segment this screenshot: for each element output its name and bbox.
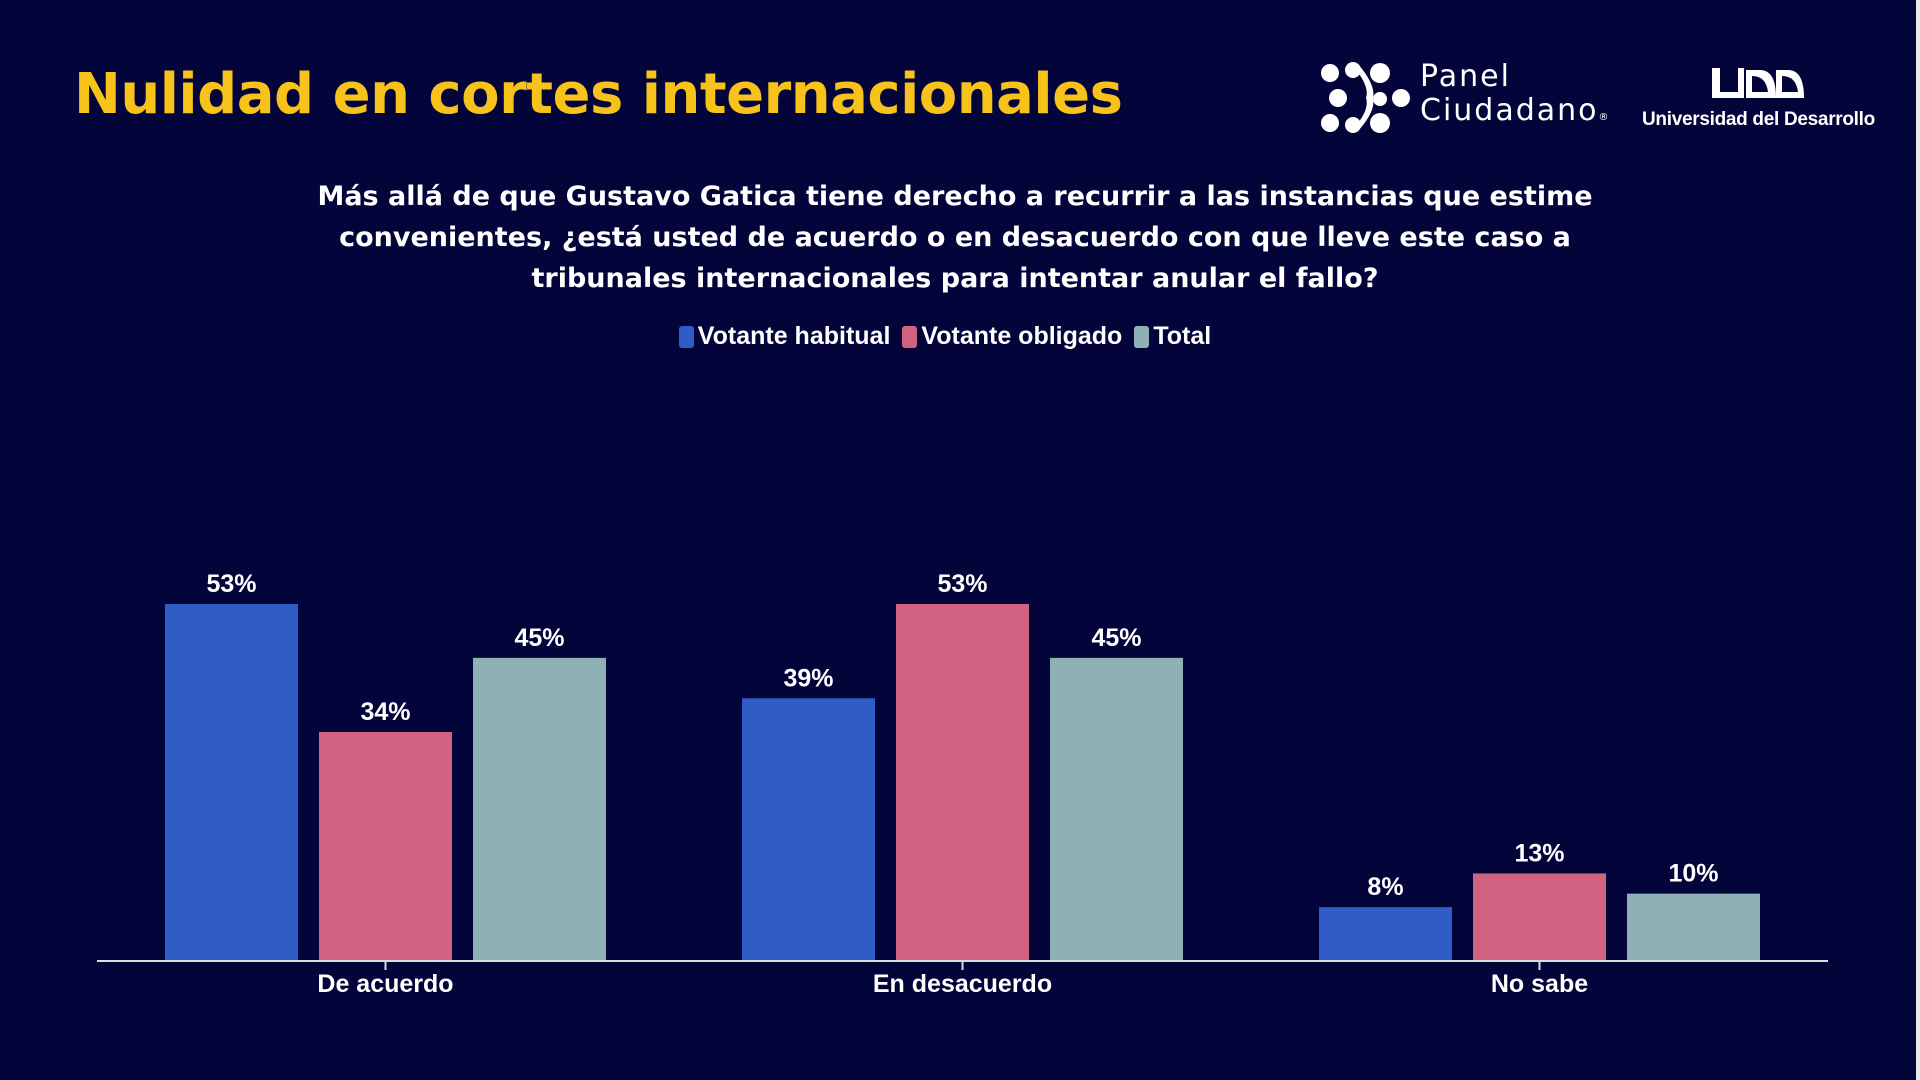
legend-label: Votante obligado bbox=[921, 322, 1123, 350]
udd-name: Universidad del Desarrollo bbox=[1642, 109, 1875, 130]
data-label: 39% bbox=[783, 664, 833, 692]
data-label: 53% bbox=[206, 570, 256, 598]
bar bbox=[742, 698, 875, 961]
udd-mark-icon bbox=[1712, 68, 1805, 98]
legend-swatch bbox=[678, 325, 694, 348]
legend-label: Total bbox=[1153, 322, 1212, 350]
bar bbox=[1319, 907, 1452, 961]
legend-item-total[interactable]: Total bbox=[1134, 322, 1211, 351]
panel-dots-icon bbox=[1321, 61, 1410, 133]
legend-swatch bbox=[1134, 325, 1150, 348]
legend-item-votante-habitual[interactable]: Votante habitual bbox=[678, 322, 891, 351]
bar bbox=[1050, 657, 1183, 961]
registered-mark: ® bbox=[1598, 112, 1609, 123]
data-label: 8% bbox=[1367, 873, 1403, 901]
bar bbox=[319, 731, 452, 961]
page-title: Nulidad en cortes internacionales bbox=[74, 62, 1123, 127]
udd-logo: Universidad del Desarrollo bbox=[1642, 66, 1875, 131]
chart-question: Más allá de que Gustavo Gatica tiene der… bbox=[317, 181, 1593, 294]
bar bbox=[896, 604, 1029, 961]
x-tick-label: De acuerdo bbox=[317, 970, 453, 998]
legend-swatch bbox=[902, 325, 918, 348]
panel-ciudadano-logo: Panel Ciudadano® bbox=[1318, 60, 1609, 135]
panel-logo-line1: Panel bbox=[1420, 59, 1511, 94]
data-label: 13% bbox=[1514, 839, 1564, 867]
data-label: 10% bbox=[1668, 860, 1718, 888]
panel-logo-line2: Ciudadano bbox=[1420, 93, 1599, 128]
legend-label: Votante habitual bbox=[697, 322, 891, 350]
bar bbox=[165, 604, 298, 961]
data-label: 34% bbox=[360, 698, 410, 726]
bar bbox=[473, 657, 606, 961]
bar bbox=[1473, 873, 1606, 961]
bar bbox=[1627, 893, 1760, 961]
x-tick-label: No sabe bbox=[1491, 970, 1588, 998]
data-label: 45% bbox=[514, 624, 564, 652]
x-tick-label: En desacuerdo bbox=[873, 970, 1052, 998]
legend: Votante habitual Votante obligado Total bbox=[0, 322, 1890, 351]
data-label: 45% bbox=[1091, 624, 1141, 652]
legend-item-votante-obligado[interactable]: Votante obligado bbox=[902, 322, 1122, 351]
data-label: 53% bbox=[937, 570, 987, 598]
right-edge bbox=[1916, 0, 1920, 1080]
